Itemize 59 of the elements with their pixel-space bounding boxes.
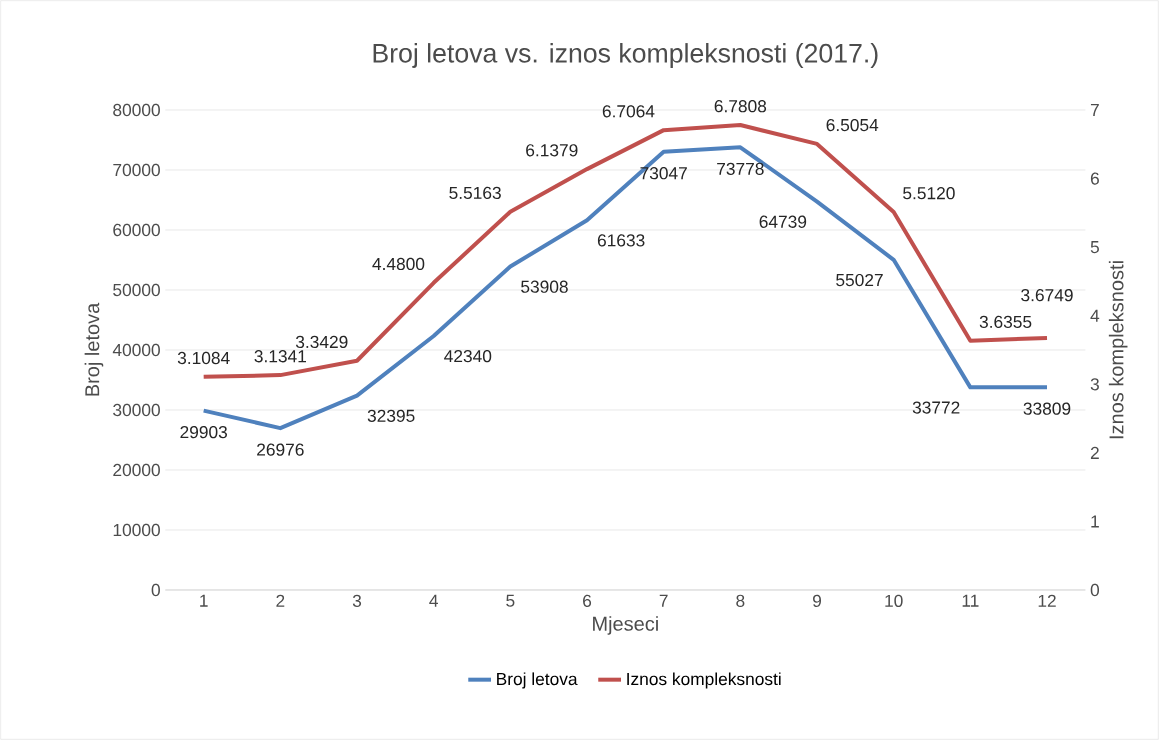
- y-tick-label: 30000: [113, 403, 160, 417]
- y2-tick-label: 3: [1090, 378, 1099, 391]
- y-tick-label: 20000: [113, 463, 160, 477]
- legend-label: Iznos kompleksnosti: [627, 672, 781, 689]
- x-tick-label: 1: [200, 594, 208, 607]
- y-tick-label: 40000: [112, 343, 160, 357]
- data-label: 42340: [444, 350, 492, 363]
- x-tick-label: 6: [583, 594, 592, 607]
- data-label: 5.5163: [449, 186, 501, 200]
- y2-tick-label: 0: [1090, 583, 1100, 597]
- y2-tick-label: 7: [1090, 104, 1099, 116]
- data-label: 5.5120: [903, 187, 955, 200]
- data-label: 3.3429: [295, 335, 348, 349]
- data-label: 64739: [759, 215, 807, 228]
- y2-tick-label: 2: [1090, 446, 1099, 459]
- data-label: 3.1084: [177, 351, 230, 365]
- x-tick-label: 4: [429, 594, 438, 607]
- data-label: 3.1341: [254, 350, 306, 363]
- legend-label: Broj letova: [497, 672, 578, 689]
- x-tick-label: 10: [885, 594, 903, 607]
- y-tick-label: 10000: [113, 523, 160, 537]
- y-tick-label: 0: [151, 583, 160, 597]
- data-label: 73047: [640, 167, 687, 180]
- data-label: 73778: [717, 162, 764, 175]
- data-label: 32395: [367, 409, 415, 422]
- data-label: 3.6355: [979, 315, 1032, 328]
- x-tick-label: 2: [276, 594, 285, 607]
- x-tick-label: 11: [962, 594, 979, 607]
- x-axis-title: Mjeseci: [593, 616, 658, 635]
- x-tick-label: 9: [813, 594, 822, 607]
- data-label: 26976: [257, 443, 304, 456]
- data-label: 33809: [1023, 402, 1071, 415]
- data-label: 29903: [180, 425, 228, 439]
- data-label: 6.5054: [826, 118, 879, 132]
- data-label: 3.6749: [1021, 289, 1073, 302]
- y2-tick-label: 4: [1090, 309, 1100, 322]
- y2-axis-title: Iznos kompleksnosti: [1108, 261, 1128, 439]
- data-label: 61633: [597, 234, 645, 247]
- chart-title: Broj letova vs. iznos kompleksnosti (2017.): [373, 43, 878, 68]
- y2-tick-label: 1: [1091, 515, 1099, 528]
- data-label: 6.7808: [714, 100, 767, 113]
- data-label: 53908: [521, 280, 568, 293]
- y-axis-title: Broj letova: [84, 302, 104, 396]
- y-tick-label: 80000: [113, 103, 160, 117]
- x-tick-label: 8: [736, 594, 745, 607]
- data-label: 4.4800: [372, 257, 425, 271]
- y-tick-label: 70000: [113, 163, 160, 177]
- y-tick-label: 50000: [113, 283, 160, 297]
- data-label: 33772: [912, 401, 960, 414]
- x-tick-label: 3: [352, 594, 362, 607]
- y2-tick-label: 5: [1090, 241, 1099, 254]
- x-tick-label: 5: [506, 594, 515, 607]
- data-label: 6.1379: [526, 144, 578, 157]
- data-label: 6.7064: [602, 105, 655, 118]
- data-label: 55027: [836, 273, 883, 287]
- y2-tick-label: 6: [1090, 172, 1099, 185]
- x-tick-label: 7: [659, 594, 668, 607]
- x-tick-label: 12: [1038, 594, 1056, 607]
- y-tick-label: 60000: [113, 223, 160, 237]
